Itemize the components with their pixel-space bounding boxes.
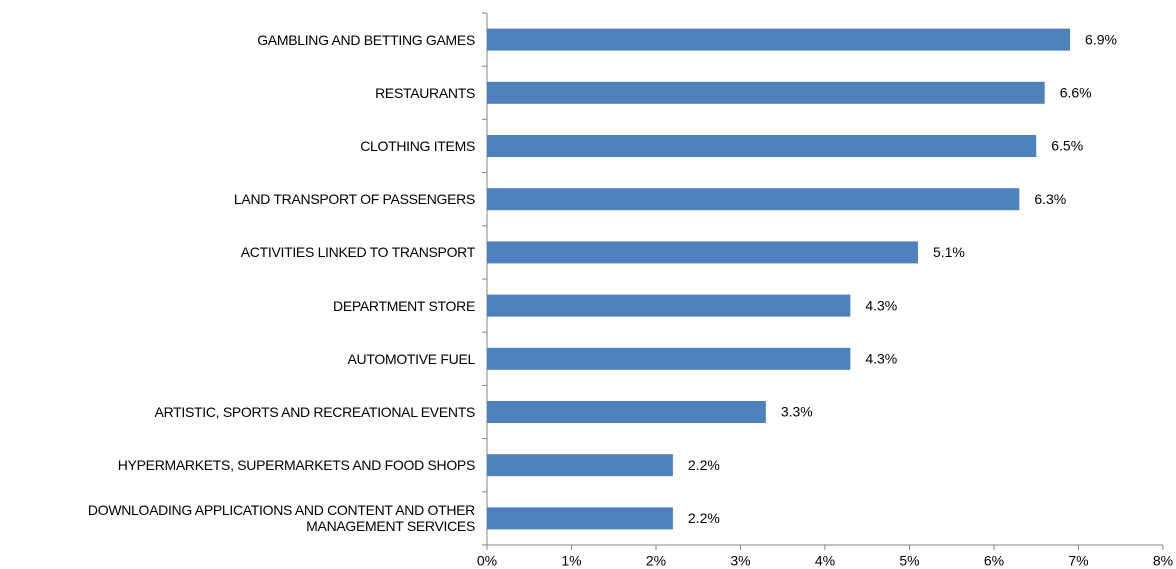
bar bbox=[487, 135, 1037, 157]
x-tick-label: 8% bbox=[1153, 553, 1173, 569]
bar bbox=[487, 294, 851, 317]
bar bbox=[487, 401, 766, 423]
data-label: 6.3% bbox=[1034, 191, 1066, 207]
data-label: 2.2% bbox=[688, 457, 720, 473]
data-label: 5.1% bbox=[933, 244, 965, 260]
data-label: 4.3% bbox=[865, 351, 897, 367]
data-label: 3.3% bbox=[781, 404, 813, 420]
category-label: RESTAURANTS bbox=[375, 84, 475, 101]
x-tick-label: 6% bbox=[984, 553, 1004, 569]
category-label: CLOTHING ITEMS bbox=[360, 138, 475, 154]
category-label: LAND TRANSPORT OF PASSENGERS bbox=[233, 191, 475, 208]
category-label: ARTISTIC, SPORTS AND RECREATIONAL EVENTS bbox=[154, 404, 476, 420]
bar bbox=[487, 28, 1071, 51]
category-label: GAMBLING AND BETTING GAMES bbox=[257, 31, 475, 48]
data-label: 6.9% bbox=[1085, 31, 1117, 47]
x-tick-label: 3% bbox=[730, 553, 750, 569]
x-tick-label: 5% bbox=[899, 553, 919, 569]
x-tick-label: 1% bbox=[561, 553, 581, 569]
data-label: 6.5% bbox=[1051, 138, 1083, 154]
x-tick-label: 0% bbox=[477, 553, 497, 569]
x-tick-label: 2% bbox=[646, 553, 666, 569]
x-tick-label: 7% bbox=[1068, 553, 1088, 569]
category-label: DOWNLOADING APPLICATIONS AND CONTENT AND… bbox=[87, 502, 475, 535]
bar bbox=[487, 347, 851, 370]
data-label: 6.6% bbox=[1060, 85, 1092, 101]
bar bbox=[487, 507, 673, 530]
data-label: 4.3% bbox=[865, 297, 897, 313]
bar bbox=[487, 454, 673, 477]
category-label: HYPERMARKETS, SUPERMARKETS AND FOOD SHOP… bbox=[117, 457, 476, 474]
bar bbox=[487, 81, 1045, 104]
bar bbox=[487, 241, 918, 264]
data-label: 2.2% bbox=[688, 510, 720, 526]
category-label: DEPARTMENT STORE bbox=[333, 297, 475, 314]
x-tick-label: 4% bbox=[815, 553, 835, 569]
category-label: AUTOMOTIVE FUEL bbox=[347, 350, 476, 367]
category-label: ACTIVITIES LINKED TO TRANSPORT bbox=[240, 244, 476, 261]
bar bbox=[487, 188, 1020, 211]
